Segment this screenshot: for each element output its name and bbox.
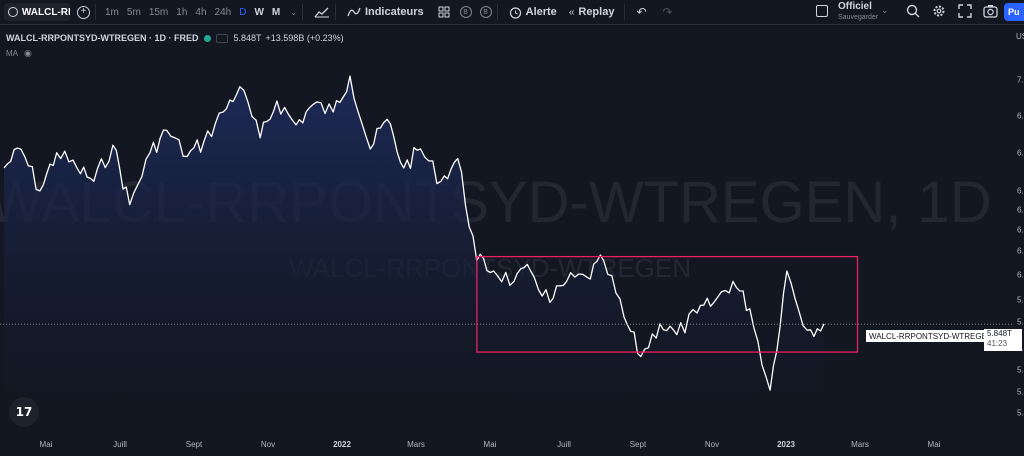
x-tick-label: Mars: [851, 440, 869, 449]
y-tick-label: 6.9T: [1017, 111, 1024, 121]
y-tick-label: 5.96T: [1017, 295, 1024, 305]
replay-button[interactable]: Replay: [578, 6, 615, 18]
ma-indicator-row[interactable]: MA ◉: [6, 48, 32, 59]
search-icon: [8, 7, 18, 17]
divider: [334, 4, 336, 20]
timeframe-m[interactable]: M: [271, 6, 281, 18]
timeframe-24h[interactable]: 24h: [214, 6, 232, 18]
x-tick-label: Mai: [39, 440, 53, 449]
symbol-name: WALCL-RI: [21, 6, 70, 18]
chevron-down-icon[interactable]: ⌄: [881, 5, 889, 15]
x-tick-label: Mai: [483, 440, 497, 449]
timeframe-5m[interactable]: 5m: [126, 6, 141, 18]
y-tick-label: 6.4T: [1017, 205, 1024, 215]
x-tick-label: Sept: [629, 440, 647, 449]
replay-icon[interactable]: «: [568, 6, 575, 18]
chart-type-icon[interactable]: [314, 6, 330, 18]
annotation-rectangle[interactable]: [476, 255, 859, 353]
divider: [95, 4, 96, 20]
redo-icon[interactable]: ↷: [662, 5, 673, 19]
tradingview-logo-icon[interactable]: 17: [9, 397, 39, 427]
y-tick-label: 7.1T: [1017, 75, 1024, 85]
series-title: WALCL-RRPONTSYD-WTREGEN · 1D · FRED: [6, 33, 199, 43]
symbol-search[interactable]: WALCL-RI: [4, 3, 70, 21]
divider: [624, 4, 626, 20]
series-price-label: WALCL-RRPONTSYD-WTREGEN: [866, 330, 996, 342]
alert-icon[interactable]: [509, 6, 522, 19]
y-tick-label: 6.3T: [1017, 225, 1024, 235]
x-tick-label: Nov: [260, 440, 276, 449]
divider: [496, 4, 498, 20]
last-price-value: 5.848T: [987, 329, 1012, 338]
publish-button[interactable]: Pu: [1004, 3, 1024, 21]
x-tick-label: Sept: [185, 440, 203, 449]
gear-icon[interactable]: [932, 4, 946, 21]
x-tick-label: Mai: [927, 440, 941, 449]
currency-label[interactable]: USD: [1016, 32, 1024, 41]
indicators-icon[interactable]: [347, 6, 361, 18]
y-tick-label: 5.54T: [1017, 387, 1024, 397]
timeframe-1h[interactable]: 1h: [176, 6, 188, 18]
eye-hidden-icon[interactable]: ◉: [24, 48, 32, 58]
x-tick-label: 2022: [333, 440, 351, 449]
bar-countdown: 41:23: [987, 339, 1008, 348]
top-toolbar: WALCL-RI + 1m 5m 15m 1h 4h 24h D W M ⌄ I…: [0, 0, 1024, 25]
series-value: 5.848T: [233, 33, 262, 43]
layout-name[interactable]: Officiel Sauvegarder: [838, 1, 879, 22]
y-tick-label: 5.86T: [1017, 317, 1024, 327]
divider: [301, 4, 303, 20]
y-tick-label: 5.45T: [1017, 408, 1024, 418]
chevron-down-icon[interactable]: ⌄: [290, 7, 297, 17]
x-tick-label: Nov: [704, 440, 720, 449]
undo-icon[interactable]: ↶: [636, 5, 647, 19]
layout-save-status: Sauvegarder: [838, 14, 879, 21]
y-tick-label: 5.64T: [1017, 365, 1024, 375]
alert-button[interactable]: Alerte: [525, 6, 557, 18]
visibility-toggle-icon[interactable]: [215, 33, 228, 43]
b-badge-icon[interactable]: B: [459, 6, 472, 18]
x-tick-label: 2023: [777, 440, 795, 449]
templates-icon[interactable]: [438, 6, 450, 18]
y-tick-label: 6.5T: [1017, 186, 1024, 196]
timeframe-w[interactable]: W: [254, 6, 264, 18]
series-legend[interactable]: WALCL-RRPONTSYD-WTREGEN · 1D · FRED 5.84…: [6, 33, 344, 43]
x-tick-label: Juill: [113, 440, 127, 449]
add-symbol-icon[interactable]: +: [77, 5, 90, 19]
series-area: [4, 76, 824, 405]
series-change: +13.598B (+0.23%): [265, 33, 344, 43]
y-tick-label: 6.08T: [1017, 270, 1024, 280]
status-dot-icon: [203, 34, 211, 42]
indicators-button[interactable]: Indicateurs: [364, 6, 424, 18]
b-badge-icon-2[interactable]: B: [479, 6, 492, 18]
x-tick-label: Juill: [557, 440, 571, 449]
layout-icon[interactable]: [816, 5, 828, 17]
search-icon[interactable]: [906, 4, 920, 21]
timeframe-4h[interactable]: 4h: [195, 6, 207, 18]
fullscreen-icon[interactable]: [958, 4, 972, 21]
y-tick-label: 6.2T: [1017, 246, 1024, 255]
ma-label: MA: [6, 49, 18, 58]
camera-icon[interactable]: [983, 4, 998, 21]
timeframe-15m[interactable]: 15m: [148, 6, 169, 18]
timeframe-1m[interactable]: 1m: [105, 6, 119, 18]
last-price-tag: 5.848T 41:23: [984, 329, 1022, 351]
x-tick-label: Mars: [407, 440, 425, 449]
series-line: [3, 75, 825, 391]
y-tick-label: 6.7T: [1017, 148, 1024, 158]
layout-title: Officiel: [838, 1, 872, 12]
timeframe-d[interactable]: D: [239, 6, 247, 18]
